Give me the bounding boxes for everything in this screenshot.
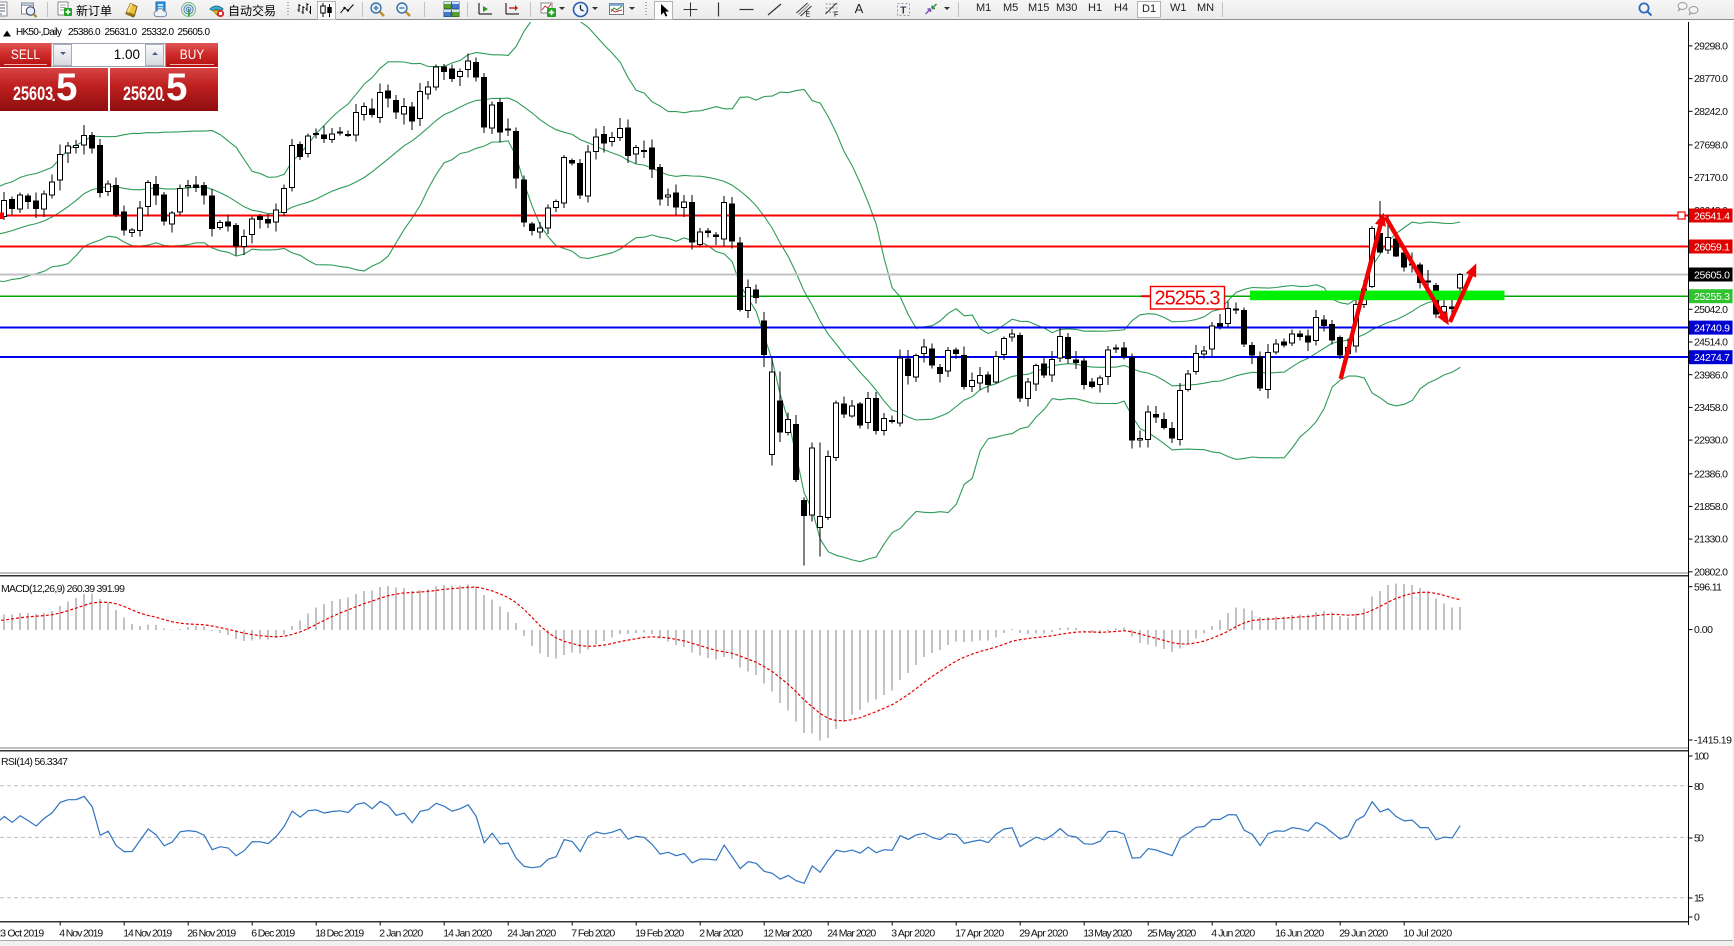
svg-text:25386.0: 25386.0 <box>68 27 101 38</box>
svg-text:24 Jan 2020: 24 Jan 2020 <box>507 928 556 940</box>
svg-text:0.00: 0.00 <box>1694 624 1713 636</box>
svg-text:26 Nov 2019: 26 Nov 2019 <box>187 928 236 940</box>
svg-text:21858.0: 21858.0 <box>1694 501 1728 513</box>
svg-text:28770.0: 28770.0 <box>1694 73 1728 85</box>
svg-text:29 Apr 2020: 29 Apr 2020 <box>1019 928 1068 940</box>
svg-text:0: 0 <box>1694 912 1700 924</box>
svg-text:7 Feb 2020: 7 Feb 2020 <box>571 928 615 940</box>
svg-text:27698.0: 27698.0 <box>1694 140 1728 152</box>
svg-text:MACD(12,26,9) 260.39 391.99: MACD(12,26,9) 260.39 391.99 <box>1 583 125 595</box>
svg-text:25042.0: 25042.0 <box>1694 304 1728 316</box>
svg-text:4 Nov 2019: 4 Nov 2019 <box>59 928 103 940</box>
svg-text:22930.0: 22930.0 <box>1694 435 1728 447</box>
svg-text:26059.1: 26059.1 <box>1694 241 1730 253</box>
svg-text:29 Jun 2020: 29 Jun 2020 <box>1339 928 1388 940</box>
svg-text:25255.3: 25255.3 <box>1694 291 1730 303</box>
svg-text:24 Mar 2020: 24 Mar 2020 <box>827 928 876 940</box>
svg-text:29298.0: 29298.0 <box>1694 41 1728 53</box>
svg-text:RSI(14) 56.3347: RSI(14) 56.3347 <box>1 756 68 768</box>
svg-text:25631.0: 25631.0 <box>105 27 138 38</box>
svg-text:21330.0: 21330.0 <box>1694 534 1728 546</box>
svg-text:10 Jul 2020: 10 Jul 2020 <box>1403 928 1452 940</box>
svg-text:-1415.19: -1415.19 <box>1694 735 1732 747</box>
svg-text:6 Dec 2019: 6 Dec 2019 <box>251 928 295 940</box>
svg-text:26541.4: 26541.4 <box>1694 210 1730 222</box>
svg-text:28242.0: 28242.0 <box>1694 106 1728 118</box>
svg-text:25605.0: 25605.0 <box>178 27 211 38</box>
svg-text:13 May 2020: 13 May 2020 <box>1083 928 1132 940</box>
svg-text:16 Jun 2020: 16 Jun 2020 <box>1275 928 1324 940</box>
svg-text:12 Mar 2020: 12 Mar 2020 <box>763 928 812 940</box>
svg-text:23458.0: 23458.0 <box>1694 402 1728 414</box>
svg-text:HK50-,Daily: HK50-,Daily <box>16 27 62 38</box>
svg-text:14 Nov 2019: 14 Nov 2019 <box>123 928 172 940</box>
svg-text:22386.0: 22386.0 <box>1694 468 1728 480</box>
svg-text:23986.0: 23986.0 <box>1694 369 1728 381</box>
svg-text:3 Apr 2020: 3 Apr 2020 <box>891 928 935 940</box>
svg-text:18 Dec 2019: 18 Dec 2019 <box>315 928 364 940</box>
svg-text:24514.0: 24514.0 <box>1694 337 1728 349</box>
svg-text:596.11: 596.11 <box>1694 581 1722 593</box>
svg-text:24274.7: 24274.7 <box>1694 352 1730 364</box>
svg-text:25332.0: 25332.0 <box>142 27 175 38</box>
svg-text:23 Oct 2019: 23 Oct 2019 <box>0 928 44 940</box>
svg-text:15: 15 <box>1694 893 1704 905</box>
svg-text:4 Jun 2020: 4 Jun 2020 <box>1211 928 1255 940</box>
svg-text:F: F <box>834 12 838 19</box>
svg-text:80: 80 <box>1694 781 1704 793</box>
svg-text:50: 50 <box>1694 833 1704 845</box>
svg-text:2 Jan 2020: 2 Jan 2020 <box>379 928 423 940</box>
svg-text:27170.0: 27170.0 <box>1694 172 1728 184</box>
svg-text:24740.9: 24740.9 <box>1694 322 1730 334</box>
svg-text:2 Mar 2020: 2 Mar 2020 <box>699 928 743 940</box>
svg-text:100: 100 <box>1694 751 1709 763</box>
svg-text:25 May 2020: 25 May 2020 <box>1147 928 1196 940</box>
svg-text:14 Jan 2020: 14 Jan 2020 <box>443 928 492 940</box>
svg-text:17 Apr 2020: 17 Apr 2020 <box>955 928 1004 940</box>
svg-text:T: T <box>900 6 906 17</box>
svg-text:19 Feb 2020: 19 Feb 2020 <box>635 928 684 940</box>
svg-text:E: E <box>806 12 811 19</box>
svg-text:25605.0: 25605.0 <box>1694 269 1730 281</box>
svg-text:25255.3: 25255.3 <box>1155 288 1221 310</box>
svg-text:20802.0: 20802.0 <box>1694 566 1728 578</box>
